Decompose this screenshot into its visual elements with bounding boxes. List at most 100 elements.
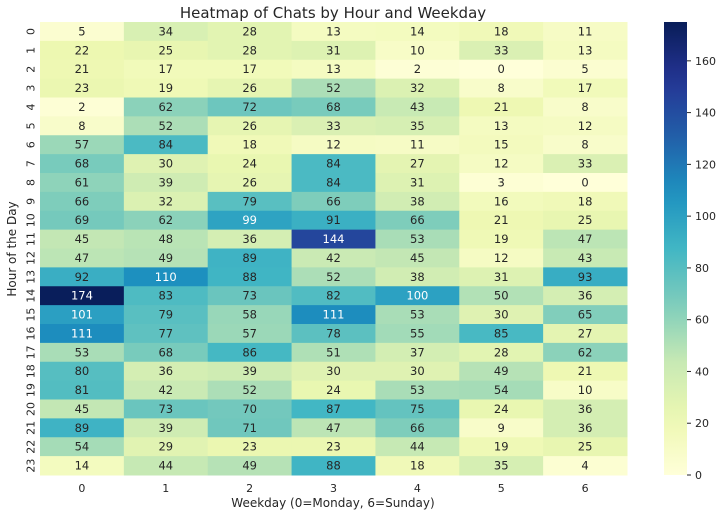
cell-value-label: 13 [326, 24, 341, 38]
heatmap-cell [207, 97, 293, 117]
heatmap-cell [40, 191, 125, 212]
cell-value-label: 49 [494, 364, 509, 378]
y-tick-label: 1 [25, 47, 38, 54]
heatmap-cell [123, 210, 209, 231]
cell-value-label: 16 [494, 194, 509, 208]
heatmap-cell [543, 305, 628, 325]
heatmap-cell [459, 361, 544, 382]
heatmap-cell [459, 418, 544, 438]
heatmap-cell [543, 342, 628, 363]
heatmap-cell [375, 324, 460, 344]
cell-value-label: 80 [75, 364, 90, 378]
heatmap-cell [543, 154, 628, 174]
heatmap-cell [40, 267, 125, 287]
heatmap-cell [459, 399, 544, 419]
heatmap-cell [123, 418, 209, 438]
y-tick-label: 4 [25, 103, 38, 110]
heatmap-cell [543, 437, 628, 457]
cell-value-label: 30 [158, 157, 173, 171]
cell-value-label: 50 [494, 289, 509, 303]
cell-value-label: 25 [158, 43, 173, 57]
heatmap-cell [543, 380, 628, 400]
y-tick-label: 10 [25, 213, 38, 227]
cell-value-label: 3 [498, 175, 505, 189]
heatmap-cell [207, 286, 293, 306]
heatmap-cell [459, 135, 544, 155]
cell-value-label: 68 [75, 157, 90, 171]
cell-value-label: 65 [578, 308, 593, 322]
cell-value-label: 53 [75, 345, 90, 359]
cell-value-label: 2 [78, 100, 85, 114]
cell-value-label: 66 [326, 194, 341, 208]
heatmap-cell [291, 97, 376, 117]
heatmap-cell [543, 456, 628, 476]
heatmap-cell [459, 22, 544, 42]
heatmap-cell [123, 154, 209, 174]
cell-value-label: 33 [326, 119, 341, 133]
heatmap-cell [40, 78, 125, 98]
cell-value-label: 84 [326, 157, 341, 171]
heatmap-cell [543, 210, 628, 231]
cell-value-label: 53 [410, 308, 425, 322]
cell-value-label: 86 [242, 345, 257, 359]
cell-value-label: 5 [78, 24, 85, 38]
heatmap-cell [375, 97, 460, 117]
heatmap-cell [375, 399, 460, 419]
heatmap-cell [123, 361, 209, 382]
heatmap-cell [543, 267, 628, 287]
heatmap-cell [207, 154, 293, 174]
cell-value-label: 27 [410, 157, 425, 171]
cell-value-label: 88 [326, 459, 341, 473]
heatmap-cell [291, 305, 376, 325]
x-tick-label: 3 [330, 482, 337, 495]
heatmap-cell [375, 78, 460, 98]
heatmap-cell [40, 116, 125, 136]
heatmap-cell [375, 210, 460, 231]
y-tick-label: 18 [25, 364, 38, 378]
heatmap-cell [375, 229, 460, 249]
cell-value-label: 17 [578, 81, 593, 95]
cell-value-label: 12 [326, 138, 341, 152]
cell-value-label: 89 [75, 421, 90, 435]
heatmap-cell [375, 305, 460, 325]
heatmap-cell [207, 229, 293, 249]
y-tick-label: 5 [25, 122, 38, 129]
heatmap-cell [291, 191, 376, 212]
cell-value-label: 45 [75, 232, 90, 246]
cell-value-label: 28 [242, 43, 257, 57]
cell-value-label: 13 [494, 119, 509, 133]
cell-value-label: 87 [326, 402, 341, 416]
y-tick-label: 3 [25, 85, 38, 92]
cell-value-label: 23 [242, 440, 257, 454]
heatmap-cell [375, 456, 460, 476]
heatmap-cell [543, 286, 628, 306]
cell-value-label: 144 [323, 232, 345, 246]
cell-value-label: 8 [498, 81, 505, 95]
cell-value-label: 42 [326, 251, 341, 265]
cell-value-label: 5 [581, 62, 588, 76]
heatmap-cell [207, 116, 293, 136]
x-tick-label: 5 [498, 482, 505, 495]
heatmap-cell [459, 191, 544, 212]
heatmap-cell [40, 305, 125, 325]
cell-value-label: 55 [410, 326, 425, 340]
cell-value-label: 0 [581, 175, 588, 189]
cell-value-label: 36 [578, 289, 593, 303]
cell-value-label: 27 [578, 326, 593, 340]
cell-value-label: 83 [158, 289, 173, 303]
heatmap-cell [207, 456, 293, 476]
heatmap-cell [543, 361, 628, 382]
heatmap-cell [123, 22, 209, 42]
cell-value-label: 14 [75, 459, 90, 473]
heatmap-cell [123, 305, 209, 325]
heatmap-cell [375, 342, 460, 363]
cell-value-label: 13 [578, 43, 593, 57]
heatmap-cell [207, 361, 293, 382]
heatmap-cell [543, 248, 628, 268]
heatmap-cell [40, 418, 125, 438]
heatmap-cell [291, 418, 376, 438]
heatmap-cell [207, 78, 293, 98]
colorbar-tick-label: 80 [695, 262, 709, 275]
cell-value-label: 71 [242, 421, 257, 435]
heatmap-cell [543, 418, 628, 438]
